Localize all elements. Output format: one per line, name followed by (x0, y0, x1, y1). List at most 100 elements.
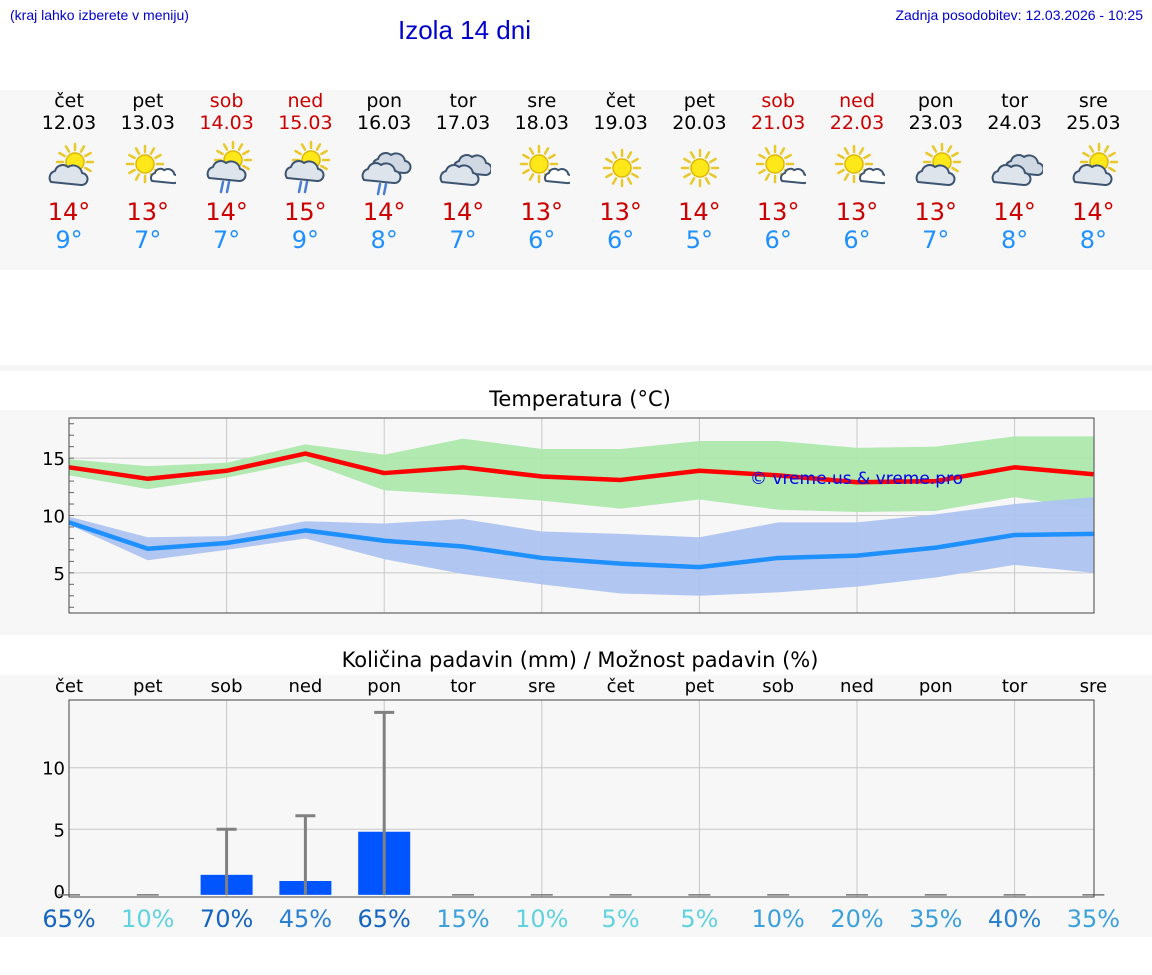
day-date: 20.03 (672, 112, 727, 134)
sun-small-cloud-icon (834, 144, 885, 185)
x-day-label: tor (450, 676, 476, 697)
precipitation-chart-title: Količina padavin (mm) / Možnost padavin … (341, 648, 819, 672)
precip-probability: 10% (752, 905, 805, 933)
day-date: 21.03 (750, 112, 806, 134)
day-date: 22.03 (829, 112, 885, 134)
precip-probability: 5% (602, 905, 640, 933)
y-tick-label: 10 (42, 507, 65, 528)
watermark: © vreme.us & vreme.pro (750, 469, 963, 489)
day-date: 25.03 (1066, 112, 1121, 134)
day-name: pet (132, 90, 164, 112)
precip-probability: 40% (988, 905, 1041, 933)
min-temp-line (68, 520, 1094, 570)
sun-shape (755, 144, 795, 184)
x-day-label: pet (133, 676, 163, 697)
cloud-shape (915, 164, 956, 186)
temp-max: 13° (914, 198, 958, 226)
temperature-panel: 5 10 15 © vreme.us & vreme.pro (0, 410, 1152, 635)
cloud-shape (48, 164, 89, 186)
partly-cloudy-sun-icon (915, 142, 962, 186)
cloud-shape (361, 162, 402, 184)
x-day-label: sob (762, 676, 794, 697)
temp-min: 6° (843, 226, 871, 254)
x-day-label: pon (919, 676, 953, 697)
x-day-label: pon (367, 676, 401, 697)
day-date: 16.03 (356, 112, 412, 134)
precipitation-panel: 0 5 10 čet pet sob ned pon tor sre čet pet sob ned pon… (0, 675, 1152, 937)
temp-min: 6° (606, 226, 635, 254)
day-name: tor (449, 90, 477, 112)
day-date: 24.03 (987, 112, 1042, 134)
day-date: 12.03 (41, 112, 97, 134)
plot-area (69, 700, 1094, 897)
cloud-shape (439, 164, 480, 186)
day-name: čet (605, 90, 636, 112)
day-name: tor (1001, 90, 1029, 112)
precip-probability: 35% (1067, 905, 1120, 933)
y-tick-label: 15 (42, 449, 65, 470)
x-day-label: tor (1002, 676, 1028, 697)
page-title: Izola 14 dni (398, 15, 531, 45)
temp-min: 9° (291, 226, 320, 254)
precip-probability: 65% (42, 905, 95, 933)
day-name: sre (1078, 90, 1108, 112)
location-menu-hint[interactable]: (kraj lahko izberete v meniju) (10, 7, 189, 23)
day-name: pon (366, 90, 403, 112)
temperature-chart-title: Temperatura (°C) (489, 387, 671, 411)
x-day-label: sre (528, 676, 555, 697)
temp-min: 6° (764, 226, 792, 254)
day-name: ned (839, 90, 875, 112)
day-date: 14.03 (199, 112, 254, 134)
x-day-label: čet (55, 676, 83, 697)
precip-probability: 65% (358, 905, 411, 933)
temp-max: 14° (362, 198, 406, 226)
temp-max: 13° (520, 198, 564, 226)
cloud-shape (859, 167, 885, 185)
precip-probability: 10% (121, 905, 174, 933)
temp-max: 14° (993, 198, 1036, 226)
temp-min: 6° (528, 226, 556, 254)
rain-shape (219, 180, 230, 194)
y-tick-label: 0 (54, 882, 65, 903)
sun-shape (681, 148, 720, 188)
cloud-shape (285, 160, 325, 182)
cloud-shape (543, 167, 570, 185)
day-date: 19.03 (593, 112, 648, 134)
temp-max: 13° (835, 198, 879, 226)
precip-probability: 15% (436, 905, 489, 933)
day-date: 13.03 (120, 112, 175, 134)
y-tick-label: 5 (54, 820, 65, 841)
cloud-shape (149, 167, 176, 185)
rain-shape (298, 180, 309, 194)
daily-forecast: čet 12.03 14° 9° pet 13.03 13° 7° sob 14… (0, 90, 1152, 270)
temp-min: 5° (685, 226, 714, 254)
partly-cloudy-sun-icon (1073, 142, 1119, 186)
day-date: 17.03 (435, 112, 491, 134)
day-name: čet (54, 90, 84, 112)
temp-max: 15° (284, 198, 327, 226)
temp-max: 14° (47, 198, 91, 226)
x-day-label: sob (211, 676, 243, 697)
day-name: sob (209, 90, 244, 112)
sun-shape (602, 148, 641, 188)
partly-cloudy-sun-icon (48, 142, 95, 186)
x-day-label: čet (607, 676, 635, 697)
x-day-label: ned (840, 676, 874, 697)
sun-small-cloud-icon (519, 144, 570, 185)
temp-max: 13° (599, 198, 642, 226)
cloudy-icon (991, 154, 1043, 186)
y-tick-label: 10 (42, 759, 65, 780)
x-day-label: ned (288, 676, 322, 697)
precip-probability: 35% (909, 905, 962, 933)
temp-min: 9° (55, 226, 83, 254)
day-name: sob (761, 90, 795, 112)
sun-icon (602, 148, 641, 188)
max-temp-line (68, 451, 1094, 485)
temp-min: 7° (134, 226, 162, 254)
precip-probability: 45% (279, 905, 332, 933)
plot-frame (68, 699, 1095, 898)
temp-min: 8° (1079, 226, 1108, 254)
temp-min: 8° (370, 226, 398, 254)
temp-min: 7° (212, 226, 241, 254)
day-name: pet (683, 90, 715, 112)
